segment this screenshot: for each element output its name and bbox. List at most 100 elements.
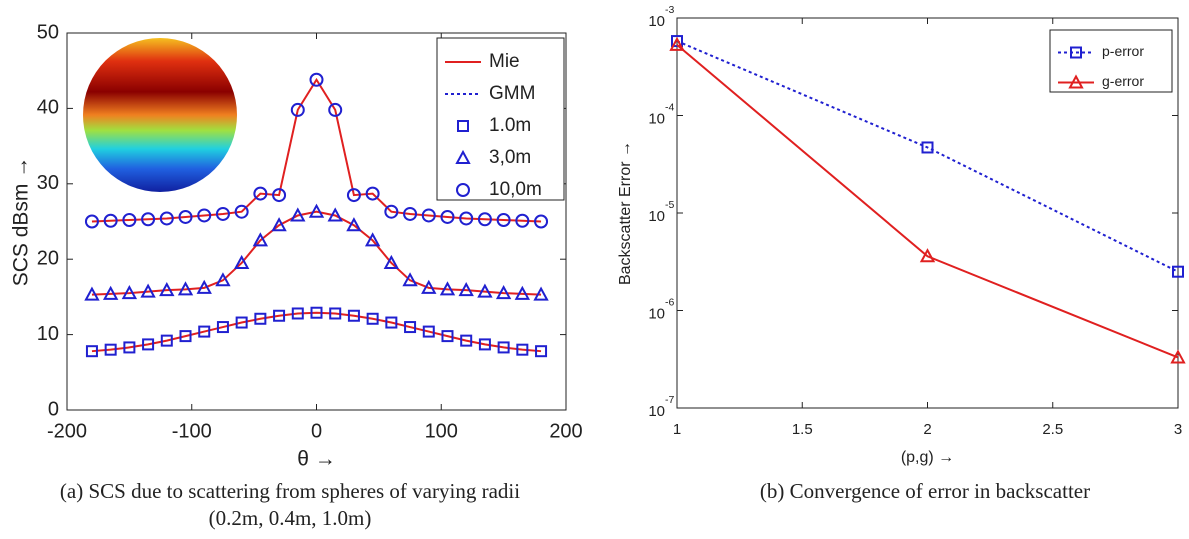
marker <box>421 208 436 223</box>
marker <box>383 254 400 269</box>
marker <box>198 325 211 338</box>
legend-marker <box>456 183 470 197</box>
marker <box>533 286 549 301</box>
marker <box>364 232 381 247</box>
y-tick-exponent: -6 <box>665 296 674 308</box>
y-tick-label: 10 <box>648 305 665 322</box>
marker <box>159 211 174 226</box>
caption: (b) Convergence of error in backscatter <box>760 479 1090 503</box>
legend-label: GMM <box>489 83 535 104</box>
marker <box>142 338 155 351</box>
marker <box>329 307 342 320</box>
x-tick-label: 200 <box>549 420 582 442</box>
y-tick-exponent: -4 <box>665 101 674 113</box>
marker <box>234 204 249 219</box>
legend-label: g-error <box>1102 73 1144 89</box>
marker <box>534 214 549 229</box>
marker <box>516 343 529 356</box>
y-tick-label: 10 <box>648 110 665 127</box>
y-axis-title: SCS dBsm → <box>10 157 33 287</box>
marker <box>290 207 306 222</box>
marker <box>439 281 456 296</box>
marker <box>404 321 417 334</box>
series-line <box>91 210 542 296</box>
marker <box>515 213 530 228</box>
legend-marker <box>457 120 469 132</box>
marker <box>921 141 934 154</box>
series-line <box>91 77 542 223</box>
x-tick-label: 2.5 <box>1042 421 1063 438</box>
series-line <box>91 311 542 353</box>
marker <box>84 286 100 301</box>
marker <box>327 207 343 222</box>
marker <box>233 254 250 269</box>
x-tick-label: 0 <box>311 420 322 442</box>
y-tick-label: 30 <box>37 172 59 194</box>
marker <box>309 72 324 87</box>
y-tick-exponent: -3 <box>665 4 674 16</box>
y-tick-label: 10 <box>648 403 665 420</box>
marker <box>1170 349 1186 364</box>
marker <box>252 232 269 247</box>
marker <box>140 283 156 298</box>
caption: (a) SCS due to scattering from spheres o… <box>60 479 520 503</box>
y-tick-label: 10 <box>37 323 59 345</box>
y-tick-exponent: -5 <box>665 199 674 211</box>
marker <box>384 204 399 219</box>
marker <box>365 186 380 201</box>
marker <box>290 102 305 117</box>
marker <box>179 330 192 343</box>
marker <box>421 279 437 294</box>
marker <box>535 345 548 358</box>
x-tick-label: 100 <box>425 420 458 442</box>
x-axis-title: θ → <box>297 448 336 471</box>
marker <box>122 212 137 227</box>
caption: (0.2m, 0.4m, 1.0m) <box>209 506 372 530</box>
marker <box>346 217 362 232</box>
x-tick-label: 2 <box>923 421 931 438</box>
marker <box>346 188 361 203</box>
marker <box>104 343 117 356</box>
y-tick-label: 0 <box>48 398 59 420</box>
y-tick-label: 50 <box>37 21 59 43</box>
legend-label: p-error <box>1102 43 1144 59</box>
marker <box>235 316 248 329</box>
marker <box>197 208 212 223</box>
y-tick-label: 10 <box>648 13 665 30</box>
marker <box>216 321 229 334</box>
marker <box>459 211 474 226</box>
x-tick-label: -100 <box>172 420 212 442</box>
marker <box>402 272 418 287</box>
marker <box>403 206 418 221</box>
legend-label: 1.0m <box>489 115 531 136</box>
marker <box>1172 265 1184 278</box>
marker <box>254 312 267 325</box>
marker <box>141 212 156 227</box>
marker <box>291 307 304 320</box>
marker <box>121 285 138 300</box>
marker <box>177 281 194 296</box>
y-axis-title: Backscatter Error → <box>617 141 634 285</box>
marker <box>123 341 136 354</box>
marker <box>159 282 175 297</box>
y-tick-label: 20 <box>37 247 59 269</box>
marker <box>919 248 936 263</box>
marker <box>215 206 230 221</box>
x-tick-label: 3 <box>1174 421 1182 438</box>
marker <box>514 285 531 300</box>
marker <box>497 341 510 354</box>
marker <box>477 212 492 227</box>
marker <box>308 203 325 218</box>
marker <box>215 272 231 287</box>
marker <box>273 309 286 322</box>
series-line <box>676 40 1179 273</box>
sphere-image <box>83 38 237 192</box>
marker <box>103 213 118 228</box>
x-tick-label: 1 <box>673 421 681 438</box>
marker <box>366 312 379 325</box>
y-tick-exponent: -7 <box>665 394 674 406</box>
marker <box>310 306 323 319</box>
series-line <box>676 44 1179 359</box>
marker <box>347 309 360 322</box>
